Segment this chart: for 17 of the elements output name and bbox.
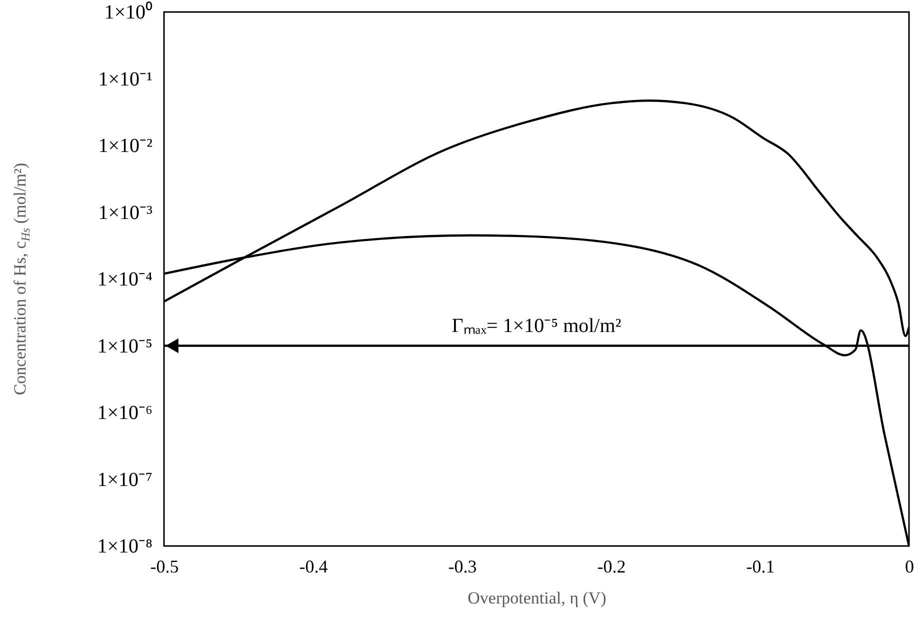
x-tick-label: -0.5 [150, 556, 179, 576]
x-tick-label: -0.1 [746, 556, 775, 576]
y-tick-label: 1×10⁻¹ [98, 68, 152, 90]
y-tick-label: 1×10⁻⁵ [97, 335, 152, 358]
y-tick-label: 1×10⁻⁶ [97, 402, 153, 424]
x-tick-label: -0.4 [299, 556, 328, 576]
y-tick-label: 1×10⁰ [104, 0, 152, 24]
y-tick-label: 1×10⁻⁸ [97, 536, 153, 558]
y-tick-label: 1×10⁻³ [98, 202, 152, 224]
x-tick-label: 0 [905, 556, 914, 576]
y-tick-label: 1×10⁻² [98, 135, 152, 157]
y-tick-label: 1×10⁻⁷ [97, 468, 153, 491]
x-tick-label: -0.2 [597, 556, 626, 576]
x-axis-title: Overpotential, η (V) [468, 588, 606, 608]
ref-line-label: Γₘₐₓ= 1×10⁻⁵ mol/m² [452, 314, 622, 337]
x-tick-label: -0.3 [448, 556, 477, 576]
y-tick-label: 1×10⁻⁴ [97, 268, 153, 290]
